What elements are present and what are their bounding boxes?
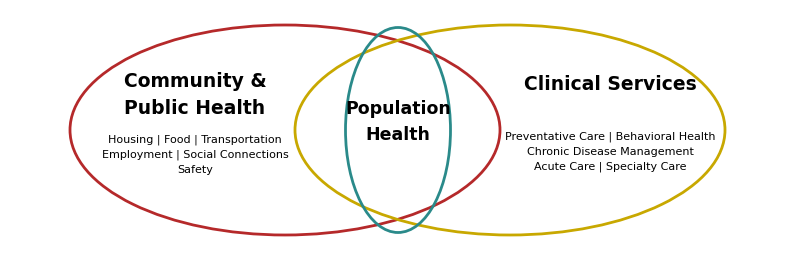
Text: Housing | Food | Transportation
Employment | Social Connections
Safety: Housing | Food | Transportation Employme… — [102, 135, 288, 175]
Text: Clinical Services: Clinical Services — [523, 75, 697, 94]
Text: Preventative Care | Behavioral Health
Chronic Disease Management
Acute Care | Sp: Preventative Care | Behavioral Health Ch… — [505, 132, 716, 172]
Text: Community &
Public Health: Community & Public Health — [124, 72, 266, 118]
Text: Population
Health: Population Health — [345, 101, 451, 144]
